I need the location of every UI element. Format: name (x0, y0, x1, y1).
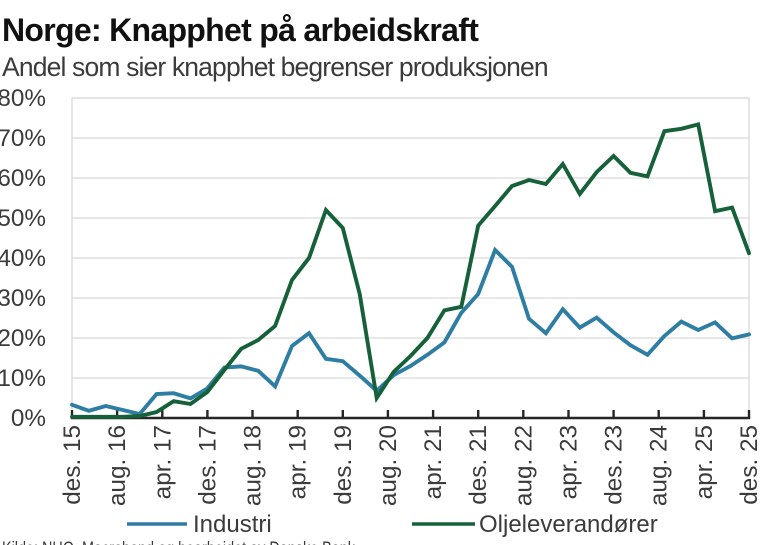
svg-text:Industri: Industri (193, 511, 272, 538)
svg-text:40%: 40% (0, 245, 46, 272)
svg-text:apr. 21: apr. 21 (420, 425, 447, 499)
svg-text:des. 15: des. 15 (59, 425, 86, 505)
svg-text:des. 21: des. 21 (465, 425, 492, 505)
svg-text:aug. 24: aug. 24 (646, 425, 673, 506)
svg-text:Norge: Knapphet på arbeidskraf: Norge: Knapphet på arbeidskraft (2, 12, 479, 48)
svg-text:aug. 22: aug. 22 (510, 425, 537, 506)
svg-text:aug. 18: aug. 18 (240, 425, 267, 506)
svg-text:10%: 10% (0, 365, 46, 392)
svg-text:0%: 0% (11, 405, 46, 432)
svg-text:80%: 80% (0, 85, 46, 112)
svg-text:60%: 60% (0, 165, 46, 192)
svg-text:aug. 20: aug. 20 (375, 425, 402, 506)
svg-text:des. 23: des. 23 (601, 425, 628, 505)
svg-text:des. 19: des. 19 (330, 425, 357, 505)
svg-text:apr. 17: apr. 17 (149, 425, 176, 499)
svg-text:30%: 30% (0, 285, 46, 312)
svg-text:des. 25: des. 25 (736, 425, 763, 505)
svg-text:Andel som sier knapphet begren: Andel som sier knapphet begrenser produk… (2, 52, 548, 82)
svg-text:apr. 19: apr. 19 (285, 425, 312, 499)
svg-text:70%: 70% (0, 125, 46, 152)
svg-text:Oljeleverandører: Oljeleverandører (479, 511, 658, 538)
svg-text:apr. 23: apr. 23 (556, 425, 583, 499)
svg-text:des. 17: des. 17 (194, 425, 221, 505)
svg-text:Kilde: NHO, Macrobond og bearb: Kilde: NHO, Macrobond og bearbeidet av D… (2, 539, 356, 545)
svg-text:aug. 16: aug. 16 (104, 425, 131, 506)
svg-text:50%: 50% (0, 205, 46, 232)
svg-text:20%: 20% (0, 325, 46, 352)
svg-text:apr. 25: apr. 25 (691, 425, 718, 499)
